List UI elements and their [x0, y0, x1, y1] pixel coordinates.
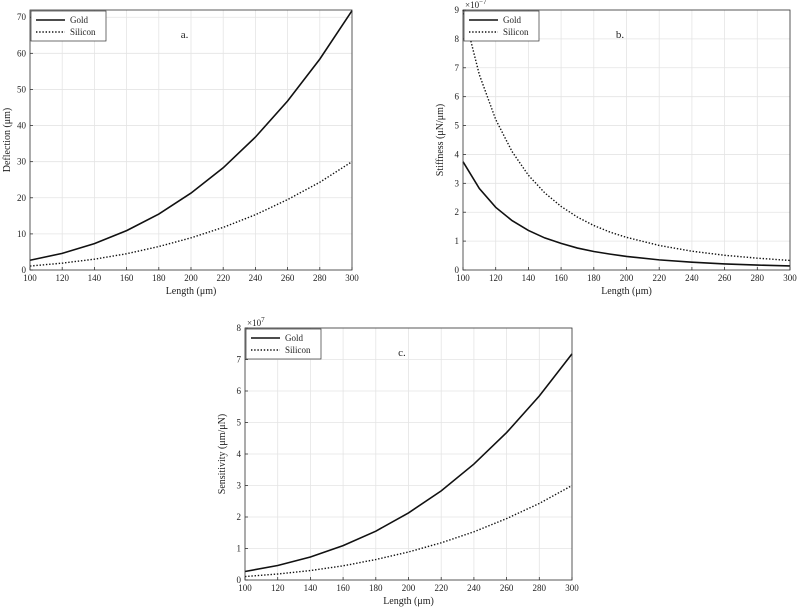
y-tick-label: 0	[237, 575, 242, 585]
x-tick-label: 160	[336, 583, 350, 593]
x-tick-label: 220	[652, 273, 666, 283]
y-tick-label: 1	[237, 544, 242, 554]
y-axis-label: Deflection (μm)	[2, 108, 13, 173]
x-tick-label: 220	[434, 583, 448, 593]
axis-exponent-label: ×107	[247, 316, 265, 328]
legend-box	[463, 10, 540, 42]
x-tick-label: 280	[313, 273, 327, 283]
x-tick-label: 100	[23, 273, 37, 283]
x-tick-label: 160	[554, 273, 568, 283]
x-tick-label: 200	[402, 583, 416, 593]
legend-label-silicon: Silicon	[503, 27, 529, 37]
y-tick-label: 1	[455, 236, 460, 246]
x-tick-label: 260	[281, 273, 295, 283]
y-tick-label: 6	[455, 92, 460, 102]
y-tick-label: 20	[17, 193, 27, 203]
legend-label-gold: Gold	[503, 15, 522, 25]
y-tick-label: 30	[17, 157, 27, 167]
x-tick-label: 120	[271, 583, 285, 593]
x-tick-label: 200	[620, 273, 634, 283]
chart-1: 100 120 140 160 180 200 220 240 260 280 300 0 10 20 30…	[2, 9, 359, 297]
x-tick-label: 280	[751, 273, 765, 283]
x-tick-label: 140	[304, 583, 318, 593]
y-tick-label: 2	[237, 512, 242, 522]
x-tick-label: 240	[249, 273, 263, 283]
x-axis-label: Length (μm)	[601, 286, 652, 297]
y-tick-label: 70	[17, 12, 27, 22]
y-axis-label: Stiffness (μN/μm)	[435, 104, 446, 176]
y-tick-label: 5	[237, 418, 242, 428]
x-tick-label: 260	[718, 273, 732, 283]
legend: Gold Silicon	[463, 10, 540, 42]
legend-label-silicon: Silicon	[70, 27, 96, 37]
x-tick-label: 220	[216, 273, 230, 283]
y-tick-label: 4	[455, 149, 460, 159]
legend-label-silicon: Silicon	[285, 345, 311, 355]
y-tick-label: 60	[17, 48, 27, 58]
y-axis-label: Sensitivity (μm/μN)	[217, 414, 228, 494]
x-tick-label: 240	[467, 583, 481, 593]
y-tick-label: 3	[455, 178, 460, 188]
y-tick-label: 8	[237, 323, 242, 333]
y-tick-label: 6	[237, 386, 242, 396]
chart-2: 100 120 140 160 180 200 220 240 260 280 300 0 1 2 3 4 5 6…	[435, 0, 797, 297]
x-tick-label: 180	[369, 583, 383, 593]
chart-3: 100 120 140 160 180 200 220 240 260 280 300 0 1 2 3 4 5 6…	[217, 316, 579, 607]
series-line-gold	[462, 161, 791, 267]
y-tick-label: 10	[17, 229, 27, 239]
y-tick-label: 3	[237, 481, 242, 491]
legend: Gold Silicon	[30, 10, 107, 42]
legend-box	[30, 10, 107, 42]
y-tick-label: 0	[455, 265, 460, 275]
x-tick-label: 300	[345, 273, 359, 283]
y-tick-label: 5	[455, 121, 460, 131]
legend: Gold Silicon	[245, 328, 322, 360]
x-tick-label: 120	[489, 273, 503, 283]
y-tick-label: 8	[455, 34, 460, 44]
x-tick-label: 200	[184, 273, 198, 283]
x-tick-label: 160	[120, 273, 134, 283]
series-line-silicon	[244, 484, 573, 578]
y-tick-label: 0	[22, 265, 27, 275]
y-tick-label: 40	[17, 121, 27, 131]
panel-label: a.	[181, 29, 189, 41]
x-tick-label: 100	[456, 273, 470, 283]
x-tick-label: 260	[500, 583, 514, 593]
legend-label-gold: Gold	[285, 333, 304, 343]
x-tick-label: 300	[783, 273, 797, 283]
series-line-silicon	[29, 161, 353, 267]
x-tick-label: 140	[522, 273, 536, 283]
series-line-gold	[244, 353, 573, 573]
y-tick-label: 9	[455, 5, 460, 15]
axis-exponent-label: ×10−7	[465, 0, 487, 10]
x-axis-label: Length (μm)	[383, 596, 434, 607]
legend-label-gold: Gold	[70, 15, 89, 25]
series-line-gold	[29, 10, 353, 262]
x-tick-label: 120	[55, 273, 69, 283]
y-tick-label: 50	[17, 84, 27, 94]
x-tick-label: 100	[238, 583, 252, 593]
y-tick-label: 2	[455, 207, 460, 217]
x-tick-label: 180	[152, 273, 166, 283]
y-tick-label: 7	[237, 355, 242, 365]
legend-box	[245, 328, 322, 360]
x-tick-label: 240	[685, 273, 699, 283]
x-tick-label: 300	[565, 583, 579, 593]
panel-label: b.	[616, 29, 625, 41]
y-tick-label: 4	[237, 449, 242, 459]
x-tick-label: 180	[587, 273, 601, 283]
y-tick-label: 7	[455, 63, 460, 73]
panel-label: c.	[398, 347, 406, 359]
x-tick-label: 140	[88, 273, 102, 283]
series-line-silicon	[462, 9, 791, 262]
x-axis-label: Length (μm)	[166, 286, 217, 297]
x-tick-label: 280	[533, 583, 547, 593]
